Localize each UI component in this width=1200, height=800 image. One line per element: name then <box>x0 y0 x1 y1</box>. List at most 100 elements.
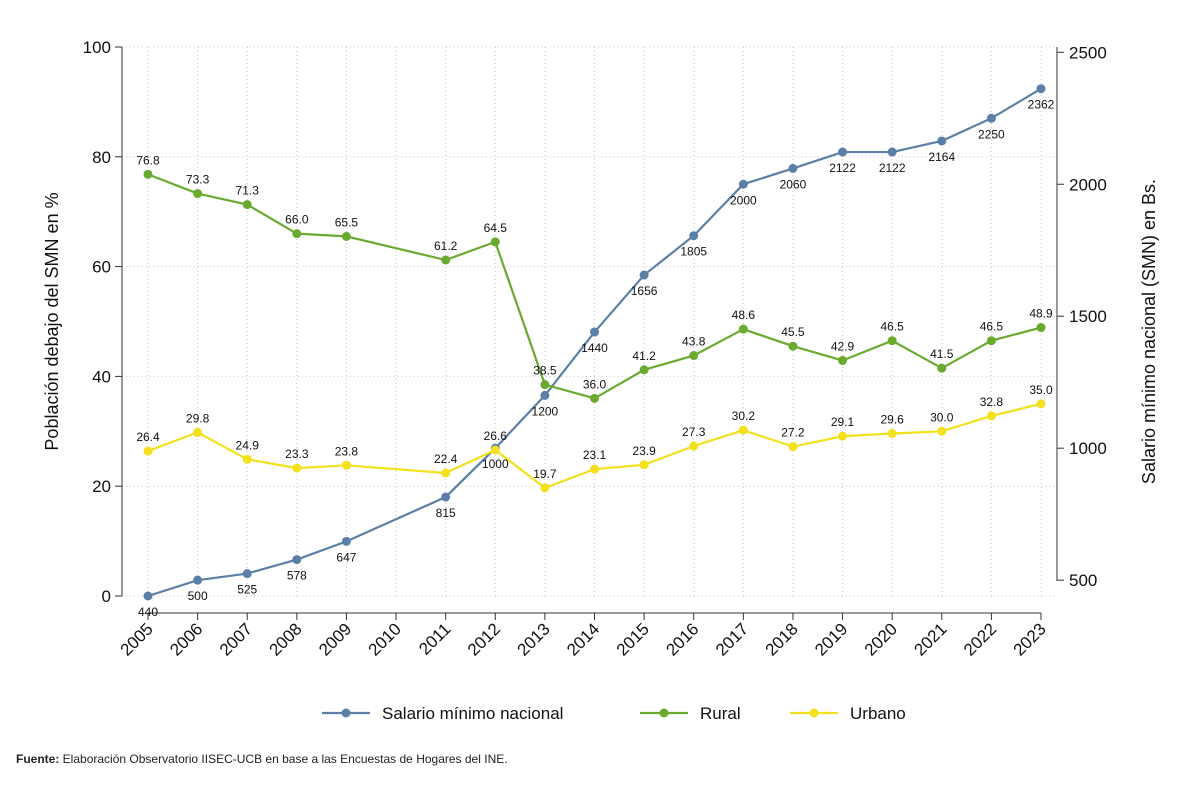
data-label: 30.2 <box>732 409 756 423</box>
x-tick-label: 2018 <box>762 619 802 659</box>
data-point <box>193 575 203 585</box>
data-label: 29.1 <box>831 415 855 429</box>
data-label: 2164 <box>928 150 955 164</box>
legend-label: Urbano <box>850 704 906 723</box>
y-right-tick-label: 1000 <box>1069 439 1107 458</box>
data-point <box>292 463 302 473</box>
data-point <box>292 229 302 239</box>
data-label: 578 <box>287 569 307 583</box>
y-left-tick-label: 0 <box>102 587 111 606</box>
data-label: 64.5 <box>484 221 508 235</box>
x-tick-label: 2009 <box>315 619 355 659</box>
data-label: 46.5 <box>880 320 904 334</box>
data-point <box>738 324 748 334</box>
data-point <box>143 169 153 179</box>
data-label: 66.0 <box>285 213 309 227</box>
data-point <box>193 189 203 199</box>
data-point <box>838 355 848 365</box>
data-point <box>490 237 500 247</box>
y-right-tick-label: 500 <box>1069 571 1097 590</box>
data-point <box>689 441 699 451</box>
data-label: 27.3 <box>682 425 706 439</box>
y-left-tick-label: 40 <box>92 367 111 386</box>
data-point <box>242 454 252 464</box>
legend-swatch-marker <box>341 708 351 718</box>
data-point <box>887 428 897 438</box>
chart: 0 20 40 60 80 100 Población debajo del SMN en … <box>42 38 1159 723</box>
data-label: 24.9 <box>236 438 260 452</box>
data-point <box>143 591 153 601</box>
series <box>143 84 1046 601</box>
data-label: 1000 <box>482 457 509 471</box>
data-label: 815 <box>436 506 456 520</box>
x-tick-label: 2005 <box>117 619 157 659</box>
data-label: 2000 <box>730 193 757 207</box>
data-point <box>242 569 252 579</box>
legend-swatch-marker <box>659 708 669 718</box>
data-point <box>1036 323 1046 333</box>
data-point <box>738 425 748 435</box>
x-tick-label: 2006 <box>166 619 206 659</box>
data-point <box>887 147 897 157</box>
legend: Salario mínimo nacional Rural Urbano <box>322 704 906 723</box>
data-point <box>788 163 798 173</box>
data-label: 2122 <box>879 161 906 175</box>
data-point <box>788 442 798 452</box>
x-tick-label: 2012 <box>464 619 504 659</box>
x-tick-label: 2013 <box>514 619 554 659</box>
data-point <box>540 380 550 390</box>
data-label: 26.4 <box>136 430 160 444</box>
data-label: 27.2 <box>781 426 805 440</box>
x-tick-label: 2017 <box>712 619 752 659</box>
x-tick-label: 2022 <box>960 619 1000 659</box>
legend-label: Rural <box>700 704 741 723</box>
legend-label: Salario mínimo nacional <box>382 704 563 723</box>
data-point <box>193 427 203 437</box>
y-left-tick-label: 100 <box>83 38 111 57</box>
y-left-axis-title: Población debajo del SMN en % <box>42 192 62 450</box>
y-right-tick-label: 2000 <box>1069 175 1107 194</box>
x-tick-label: 2016 <box>662 619 702 659</box>
data-point <box>838 431 848 441</box>
data-point <box>490 445 500 455</box>
data-label: 35.0 <box>1029 383 1053 397</box>
data-label: 48.9 <box>1029 307 1053 321</box>
data-point <box>292 555 302 565</box>
data-label: 500 <box>188 589 208 603</box>
y-right-tick-label: 2500 <box>1069 43 1107 62</box>
data-label: 29.6 <box>880 412 904 426</box>
series-line-salario-mínimo-nacional <box>147 87 1042 598</box>
data-point <box>937 136 947 146</box>
data-point <box>738 179 748 189</box>
data-label: 29.8 <box>186 411 210 425</box>
data-label: 41.5 <box>930 347 954 361</box>
x-tick-label: 2008 <box>265 619 305 659</box>
data-point <box>590 327 599 337</box>
data-point <box>540 483 550 493</box>
data-point <box>689 231 699 241</box>
data-point <box>540 390 550 400</box>
data-point <box>441 255 451 265</box>
y-left-tick-label: 60 <box>92 258 111 277</box>
y-left-tick-label: 80 <box>92 148 111 167</box>
data-point <box>143 446 153 456</box>
data-point <box>986 113 996 123</box>
data-point <box>986 336 996 346</box>
data-label: 440 <box>138 605 158 619</box>
data-point <box>1036 84 1046 94</box>
data-label: 647 <box>336 550 356 564</box>
x-tick-label: 2021 <box>910 619 950 659</box>
grid <box>122 46 1057 597</box>
data-point <box>341 460 351 470</box>
data-label: 23.3 <box>285 447 309 461</box>
data-label: 42.9 <box>831 339 855 353</box>
data-label: 36.0 <box>583 377 607 391</box>
x-tick-label: 2011 <box>415 619 454 658</box>
data-label: 19.7 <box>533 467 557 481</box>
x-tick-label: 2007 <box>216 619 256 659</box>
data-label: 73.3 <box>186 173 210 187</box>
data-label: 61.2 <box>434 239 458 253</box>
x-tick-label: 2015 <box>613 619 653 659</box>
y-right-axis-title: Salario mínimo nacional (SMN) en Bs. <box>1139 179 1159 484</box>
data-label: 43.8 <box>682 335 706 349</box>
